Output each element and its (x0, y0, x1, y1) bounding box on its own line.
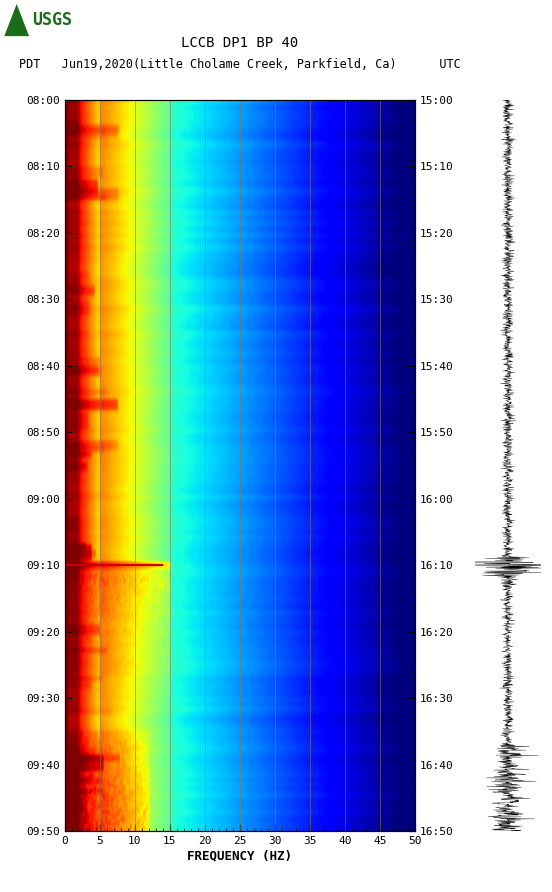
Text: USGS: USGS (32, 11, 72, 29)
Polygon shape (4, 4, 29, 36)
Text: LCCB DP1 BP 40: LCCB DP1 BP 40 (181, 36, 299, 50)
Text: PDT   Jun19,2020(Little Cholame Creek, Parkfield, Ca)      UTC: PDT Jun19,2020(Little Cholame Creek, Par… (19, 58, 461, 71)
Bar (64, 100, 67, 831)
X-axis label: FREQUENCY (HZ): FREQUENCY (HZ) (187, 849, 293, 862)
